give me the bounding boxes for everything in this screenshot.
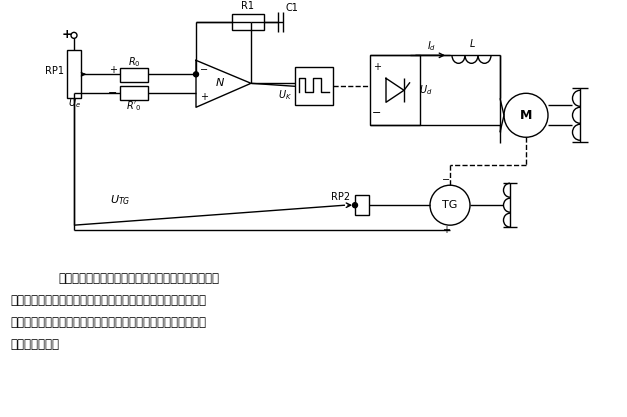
Bar <box>232 14 264 30</box>
Text: M: M <box>520 109 532 122</box>
Text: $R'_0$: $R'_0$ <box>126 99 142 113</box>
Bar <box>120 68 148 82</box>
Text: C1: C1 <box>285 3 298 13</box>
Text: $U_d$: $U_d$ <box>419 83 433 97</box>
Text: L: L <box>470 39 475 49</box>
Text: R1: R1 <box>241 1 255 11</box>
Text: $U_e$: $U_e$ <box>68 96 80 110</box>
Text: TG: TG <box>442 200 458 210</box>
Text: 机转速动态时，形成的偏差电压经调节器作用，使转速稳定，放: 机转速动态时，形成的偏差电压经调节器作用，使转速稳定，放 <box>10 294 206 307</box>
Text: RP2: RP2 <box>331 192 350 202</box>
Circle shape <box>352 203 357 208</box>
Bar <box>67 50 81 98</box>
Text: 静差调速系统。: 静差调速系统。 <box>10 338 59 351</box>
Text: −: − <box>108 88 118 98</box>
Text: +: + <box>61 28 72 41</box>
Text: N: N <box>216 78 224 88</box>
Bar <box>120 86 148 100</box>
Text: $U_{TG}$: $U_{TG}$ <box>110 193 130 207</box>
Text: −: − <box>372 108 382 118</box>
Bar <box>355 195 369 215</box>
Text: +: + <box>442 225 450 235</box>
Bar <box>295 67 333 105</box>
Text: $U_K$: $U_K$ <box>278 88 292 102</box>
Text: 大器有负反馈，是开环性质，放大倍数高，调速精度高，组成无: 大器有负反馈，是开环性质，放大倍数高，调速精度高，组成无 <box>10 316 206 329</box>
Text: RP1: RP1 <box>46 66 65 76</box>
Text: $I_d$: $I_d$ <box>428 40 436 53</box>
Text: +: + <box>200 92 208 102</box>
Text: 所示为比例积分调节器组成的无静差调速系统。电动: 所示为比例积分调节器组成的无静差调速系统。电动 <box>58 272 219 285</box>
Text: +: + <box>373 62 381 72</box>
Text: −: − <box>200 65 208 75</box>
Text: $R_0$: $R_0$ <box>128 55 140 69</box>
Bar <box>370 55 420 125</box>
Text: −: − <box>442 175 450 185</box>
Circle shape <box>194 72 199 77</box>
Text: +: + <box>109 65 117 75</box>
